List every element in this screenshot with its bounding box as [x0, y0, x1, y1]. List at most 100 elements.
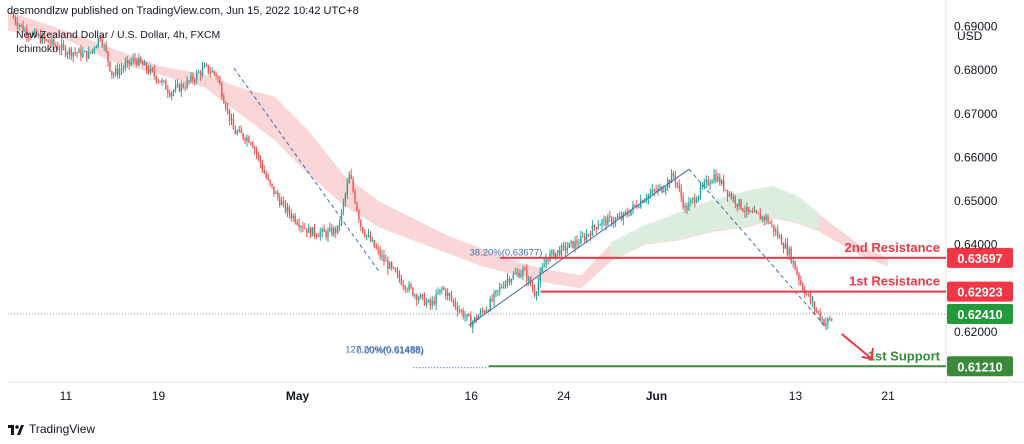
- candle-body: [363, 232, 366, 237]
- candle-body: [379, 249, 381, 257]
- candle-body: [169, 92, 171, 97]
- candle-body: [103, 44, 105, 46]
- candle-body: [294, 215, 296, 223]
- candle-body: [37, 34, 40, 37]
- candle-body: [134, 58, 136, 61]
- candle-body: [690, 200, 692, 203]
- candle-body: [124, 63, 127, 68]
- candle-body: [138, 57, 140, 65]
- candle-body: [620, 216, 623, 220]
- candle-body: [425, 301, 428, 306]
- candle-body: [798, 273, 800, 280]
- candle-body: [647, 194, 650, 199]
- candle-body: [460, 310, 462, 312]
- ichimoku-cloud-bullish: [610, 185, 819, 262]
- candle-body: [566, 247, 569, 251]
- candle-body: [387, 260, 389, 269]
- candle-body: [742, 208, 744, 212]
- candle-body: [381, 255, 383, 257]
- candle-body: [611, 217, 613, 224]
- candle-body: [105, 44, 107, 52]
- candle-body: [510, 279, 513, 283]
- candle-body: [225, 103, 227, 109]
- candle-body: [350, 174, 352, 180]
- candle-body: [501, 287, 503, 289]
- candle-body: [531, 284, 534, 289]
- candle-body: [199, 72, 202, 76]
- candle-body: [217, 76, 219, 79]
- candle-body: [59, 49, 61, 51]
- candle-body: [126, 59, 128, 64]
- candle-body: [576, 240, 578, 244]
- candle-body: [130, 61, 132, 64]
- candle-body: [259, 156, 262, 164]
- candle-body: [703, 182, 706, 187]
- candle-body: [539, 272, 542, 283]
- candle-body: [306, 228, 308, 233]
- candle-body: [780, 236, 783, 245]
- candle-body: [116, 68, 119, 75]
- candle-body: [821, 319, 823, 321]
- candle-body: [84, 50, 86, 53]
- candle-body: [356, 202, 358, 211]
- candle-body: [489, 298, 491, 311]
- candle-body: [290, 213, 293, 218]
- candle-body: [209, 72, 211, 74]
- candle-body: [829, 318, 831, 320]
- candle-body: [499, 287, 501, 291]
- candle-body: [755, 210, 758, 213]
- candle-body: [609, 216, 611, 218]
- candle-body: [831, 318, 833, 320]
- candle-body: [790, 248, 792, 263]
- candle-body: [719, 176, 721, 184]
- candle-body: [113, 74, 115, 76]
- candle-body: [721, 180, 723, 184]
- 1st-resistance-label: 1st Resistance: [849, 274, 940, 289]
- candle-body: [149, 68, 152, 73]
- candle-body: [663, 190, 665, 193]
- price-tick-label: 0.65000: [954, 194, 998, 208]
- candle-body: [429, 299, 431, 306]
- candle-body: [151, 68, 154, 71]
- candle-body: [452, 299, 455, 302]
- candle-body: [82, 52, 84, 57]
- candle-body: [275, 192, 277, 194]
- candle-body: [630, 209, 632, 216]
- time-tick-label: 21: [881, 389, 895, 403]
- candle-body: [811, 301, 814, 303]
- candle-body: [597, 225, 599, 229]
- candle-body: [412, 287, 414, 296]
- candle-body: [497, 290, 499, 292]
- candle-body: [109, 61, 111, 71]
- candle-body: [448, 293, 451, 296]
- candle-body: [261, 163, 264, 171]
- candle-body: [244, 138, 246, 142]
- tradingview-branding[interactable]: TradingView: [8, 422, 95, 436]
- candle-body: [746, 207, 748, 212]
- candle-body: [759, 213, 762, 220]
- candle-body: [66, 53, 69, 55]
- candle-body: [483, 311, 486, 313]
- candle-body: [655, 190, 657, 192]
- candle-body: [558, 250, 561, 256]
- candle-body: [701, 186, 704, 188]
- candle-body: [582, 236, 584, 238]
- candle-body: [695, 200, 698, 203]
- candle-body: [392, 267, 395, 269]
- candle-body: [86, 50, 88, 59]
- candle-body: [186, 80, 188, 88]
- candle-body: [740, 199, 742, 209]
- candle-body: [373, 240, 376, 248]
- symbol-title[interactable]: New Zealand Dollar / U.S. Dollar, 4h, FX…: [16, 29, 221, 41]
- candle-body: [423, 295, 426, 306]
- candle-body: [765, 216, 767, 221]
- candle-body: [454, 301, 457, 307]
- candle-body: [325, 231, 327, 238]
- candle-body: [147, 69, 150, 73]
- candle-body: [201, 67, 204, 76]
- candle-body: [477, 315, 480, 320]
- candle-body: [512, 274, 514, 280]
- indicator-label[interactable]: Ichimoku: [16, 43, 59, 55]
- candle-body: [292, 215, 294, 218]
